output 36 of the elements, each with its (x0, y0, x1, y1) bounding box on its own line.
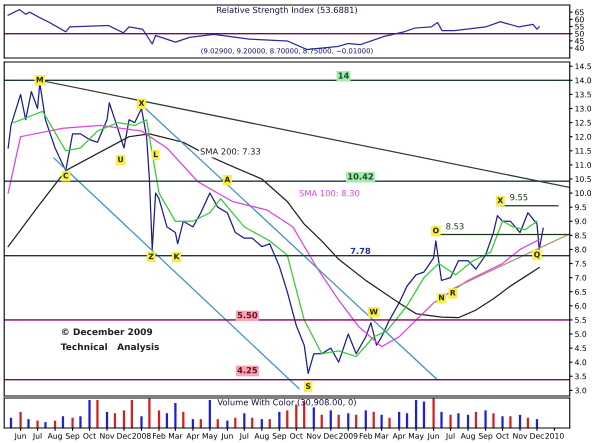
annotation: SMA 200: 7.33 (200, 148, 260, 155)
bar (278, 412, 280, 428)
bar (226, 420, 228, 428)
bar (208, 400, 211, 428)
bar (286, 410, 288, 428)
line-series (8, 133, 540, 318)
bar (312, 407, 315, 428)
bar (364, 410, 367, 428)
ref-line-label: 14 (338, 72, 349, 79)
annotation: Technical Analysis (60, 343, 160, 352)
bar (268, 419, 271, 428)
chart-title: Volume With Color (30,908.00, 0) (217, 398, 356, 406)
bar (251, 418, 254, 428)
bar (347, 413, 350, 428)
bar (372, 412, 375, 428)
bar (200, 419, 202, 428)
bar (320, 414, 323, 428)
bar (398, 412, 400, 428)
bar (216, 419, 219, 428)
bar (243, 413, 246, 428)
annotation: SMA 100: 8.30 (300, 190, 360, 196)
ref-line-label: 7.78 (350, 248, 370, 254)
annotation: 8.53 (446, 223, 464, 230)
ref-line-label: 5.50 (238, 312, 258, 318)
bar (182, 412, 184, 428)
annotation: © December 2009 (62, 328, 152, 336)
bar (260, 419, 263, 428)
bar (234, 418, 236, 428)
annotation: 9.55 (510, 194, 528, 200)
ref-line-label: 10.42 (348, 173, 373, 180)
annotation: 4.25 (237, 367, 258, 374)
bar (330, 410, 332, 428)
chart-title: Relative Strength Index (53.6881) (217, 6, 358, 15)
bar (355, 414, 358, 428)
bar (338, 414, 340, 428)
bar (295, 404, 298, 428)
